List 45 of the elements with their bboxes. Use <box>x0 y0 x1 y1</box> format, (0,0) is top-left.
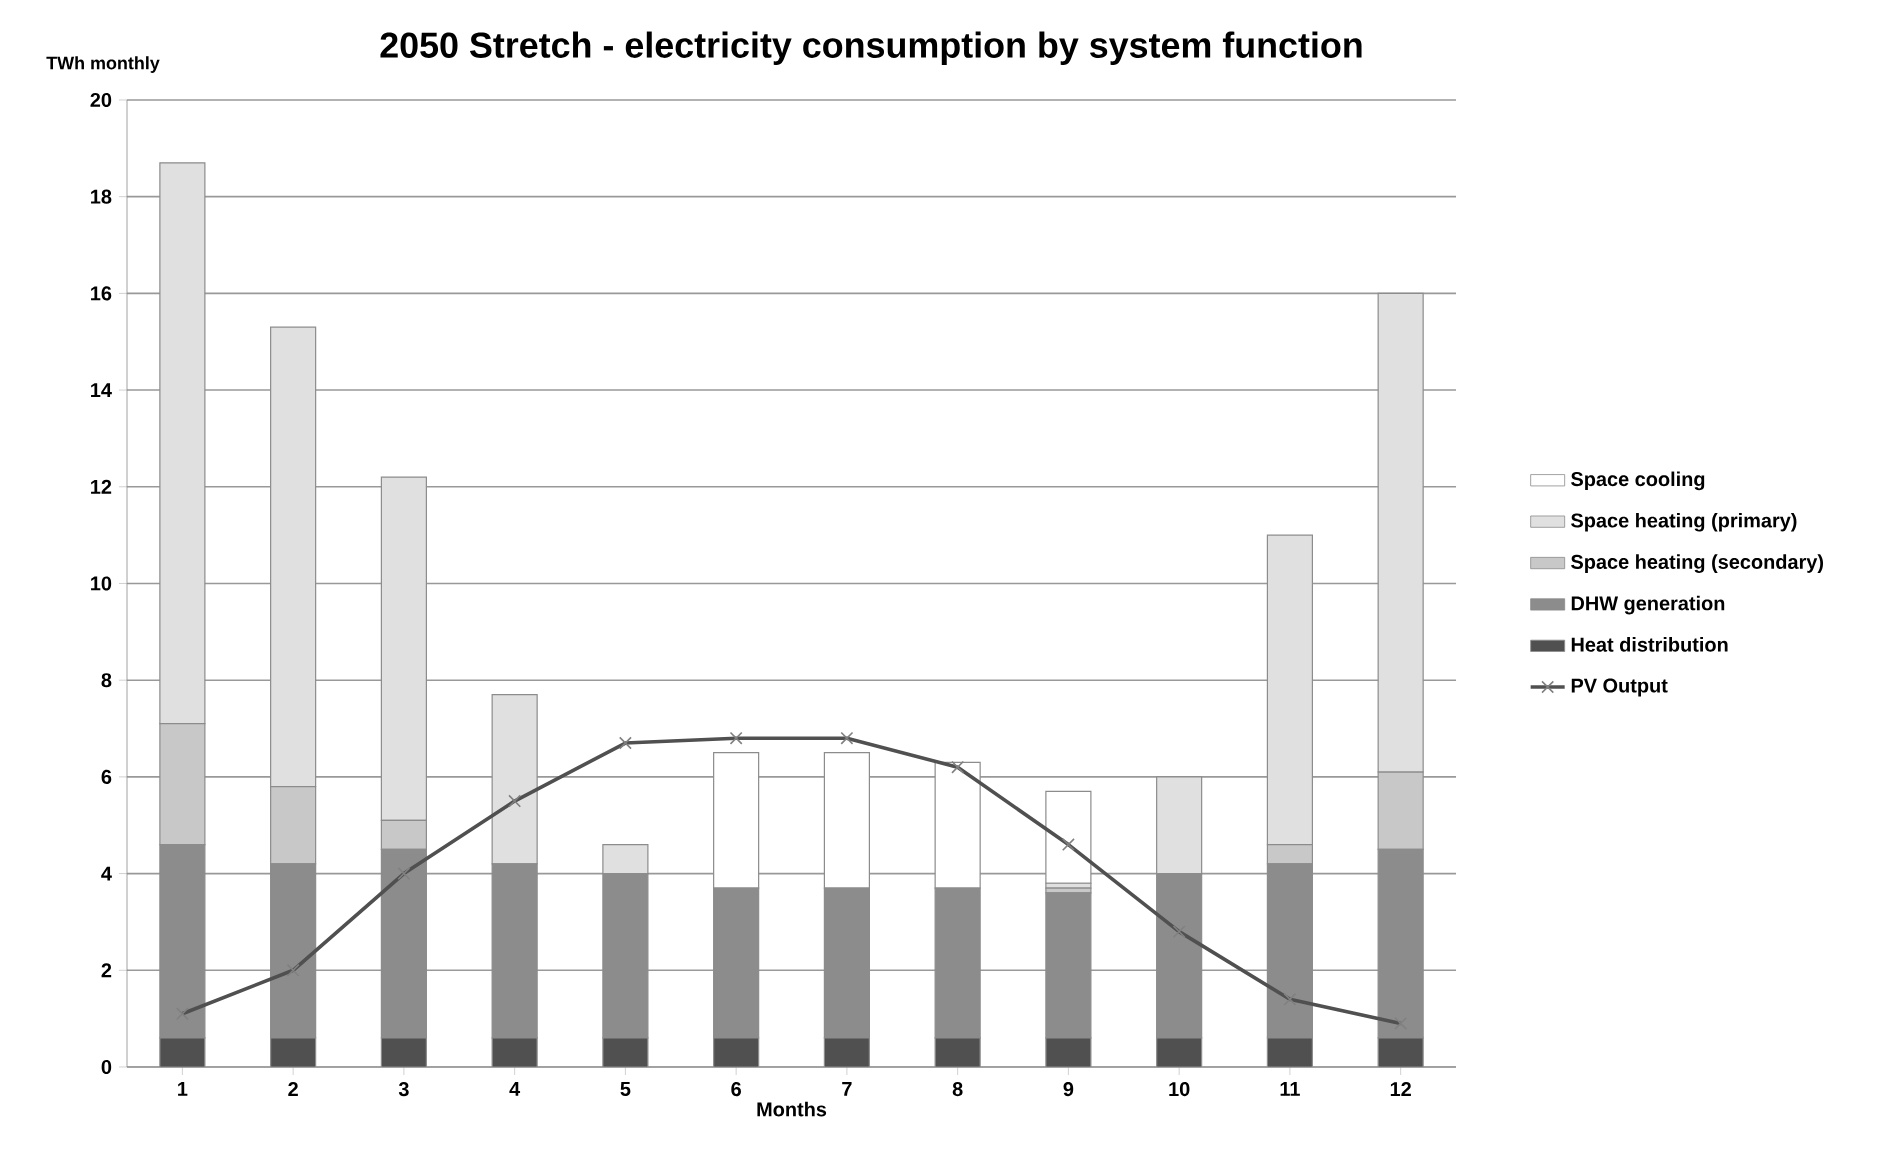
x-tick-label: 6 <box>731 1082 741 1097</box>
x-tick-label: 11 <box>1280 1082 1300 1096</box>
x-tick-label: 10 <box>1169 1082 1190 1097</box>
y-tick-label: 20 <box>90 92 112 108</box>
y-tick-label: 16 <box>91 286 112 301</box>
x-tick-label: 3 <box>398 1082 409 1097</box>
point <box>508 794 522 808</box>
y-tick-label: 18 <box>91 189 112 204</box>
legend-label: Space heating (secondary) <box>1571 554 1824 573</box>
y-tick-label: 14 <box>91 383 112 397</box>
point <box>729 731 743 745</box>
x-axis-title: Months <box>757 1101 827 1117</box>
y-tick-label: 4 <box>101 866 112 881</box>
y-tick-label: 0 <box>101 1059 112 1075</box>
legend-label: Space cooling <box>1571 471 1705 491</box>
y-tick-label: 2 <box>101 963 112 978</box>
legend-label: PV Output <box>1571 678 1668 697</box>
legend-label: DHW generation <box>1571 595 1725 615</box>
point <box>1172 925 1186 939</box>
x-tick-label: 2 <box>288 1082 298 1096</box>
point <box>286 963 300 977</box>
point <box>397 867 411 881</box>
y-tick-label: 6 <box>101 769 112 784</box>
x-tick-label: 12 <box>1390 1082 1411 1096</box>
legend-label: Heat distribution <box>1571 637 1728 652</box>
x-tick-label: 4 <box>509 1082 521 1096</box>
legend-label: Space heating (primary) <box>1571 512 1797 532</box>
point <box>1394 1017 1408 1030</box>
point <box>840 731 854 745</box>
x-tick-label: 9 <box>1063 1082 1074 1097</box>
point <box>1283 992 1297 1006</box>
y-tick-label: 10 <box>91 576 112 591</box>
x-tick-label: 1 <box>178 1082 188 1096</box>
point <box>618 736 632 750</box>
point <box>175 1007 189 1021</box>
y-tick-label: 8 <box>101 673 112 688</box>
x-tick-label: 8 <box>952 1082 963 1097</box>
y-axis-title: TWh monthly <box>46 56 160 73</box>
chart-title: 2050 Stretch - electricity consumption by system function <box>380 31 1362 65</box>
y-tick-label: 12 <box>91 479 112 494</box>
point <box>1061 838 1075 852</box>
x-tick-label: 7 <box>842 1082 852 1096</box>
bar <box>1045 790 1092 884</box>
point <box>951 760 965 774</box>
x-tick-label: 5 <box>620 1082 631 1096</box>
